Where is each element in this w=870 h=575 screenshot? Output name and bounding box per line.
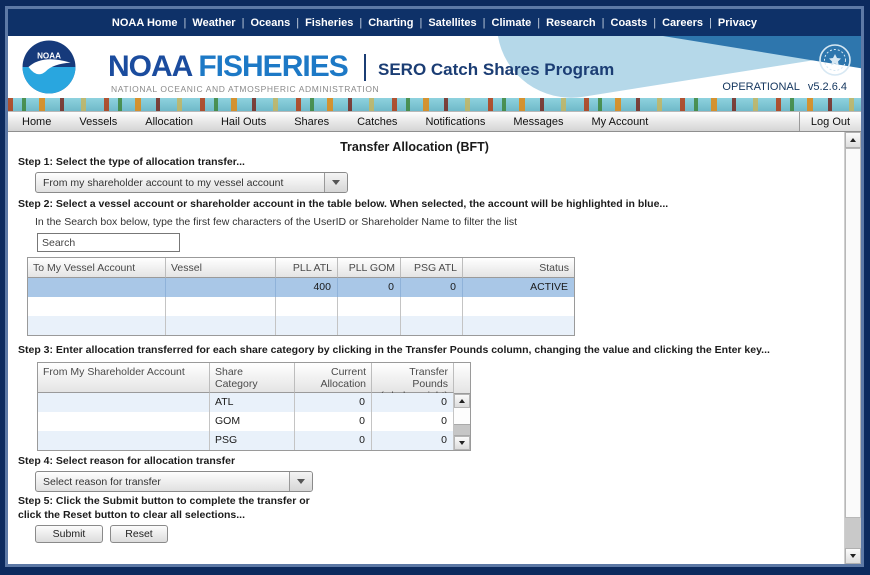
submit-button[interactable]: Submit	[35, 525, 103, 543]
nav-separator: |	[601, 16, 605, 29]
search-input[interactable]	[37, 233, 180, 252]
step2-hint: In the Search box below, type the first …	[35, 216, 518, 228]
scroll-up-icon[interactable]	[845, 132, 861, 148]
nav-separator: |	[482, 16, 486, 29]
transfer-reason-dropdown[interactable]: Select reason for transfer	[35, 471, 313, 492]
nav-coasts[interactable]: Coasts	[610, 16, 648, 29]
chevron-down-icon[interactable]	[324, 173, 347, 192]
nav-fisheries[interactable]: Fisheries	[305, 16, 354, 29]
transfer-type-value: From my shareholder account to my vessel…	[43, 177, 284, 189]
table-row[interactable]	[28, 297, 574, 316]
nav-satellites[interactable]: Satellites	[428, 16, 477, 29]
menu-my-account[interactable]: My Account	[591, 115, 649, 128]
logout-button[interactable]: Log Out	[799, 112, 861, 131]
step3-label: Step 3: Enter allocation transferred for…	[18, 344, 770, 356]
program-title: SERO Catch Shares Program	[378, 60, 615, 79]
allocation-table-scrollbar	[454, 363, 470, 450]
nav-oceans[interactable]: Oceans	[250, 16, 291, 29]
allocation-table-main: From My Shareholder Account Share Catego…	[38, 363, 454, 450]
step4-label: Step 4: Select reason for allocation tra…	[18, 455, 236, 467]
main-content: Transfer Allocation (BFT) Step 1: Select…	[8, 132, 861, 564]
environment-label: OPERATIONAL	[722, 81, 800, 93]
menu-allocation[interactable]: Allocation	[145, 115, 193, 128]
allocation-row-atl: ATL 0 0	[38, 393, 454, 412]
commerce-seal-icon	[818, 43, 852, 82]
nav-climate[interactable]: Climate	[491, 16, 532, 29]
account-table: To My Vessel Account Vessel PLL ATL PLL …	[27, 257, 575, 336]
scroll-down-icon[interactable]	[454, 436, 470, 450]
noaa-logo: NOAA	[22, 40, 76, 98]
nav-separator: |	[241, 16, 245, 29]
svg-text:NOAA: NOAA	[37, 51, 61, 60]
allocation-table-header: From My Shareholder Account Share Catego…	[38, 363, 454, 402]
transfer-type-dropdown[interactable]: From my shareholder account to my vessel…	[35, 172, 348, 193]
menu-messages[interactable]: Messages	[513, 115, 564, 128]
nav-separator: |	[709, 16, 712, 29]
account-table-header: To My Vessel Account Vessel PLL ATL PLL …	[28, 258, 574, 278]
page-title: Transfer Allocation (BFT)	[340, 140, 489, 154]
col-from-my-shareholder-account: From My Shareholder Account	[38, 363, 210, 393]
menu-home[interactable]: Home	[22, 115, 52, 128]
government-nav: NOAA Home | Weather | Oceans | Fisheries | C…	[8, 9, 861, 36]
nav-weather[interactable]: Weather	[192, 16, 236, 29]
brand-tagline: NATIONAL OCEANIC AND ATMOSPHERIC ADMINIS…	[111, 84, 380, 94]
col-pll-atl: PLL ATL	[276, 258, 338, 278]
col-psg-atl: PSG ATL	[401, 258, 463, 278]
transfer-reason-value: Select reason for transfer	[43, 476, 161, 488]
scroll-track[interactable]	[454, 408, 470, 424]
nav-privacy[interactable]: Privacy	[717, 16, 758, 29]
brand-name: NOAA FISHERIES	[108, 50, 349, 83]
step5-label-line1: Step 5: Click the Submit button to compl…	[18, 495, 310, 507]
nav-noaa-home[interactable]: NOAA Home	[111, 16, 178, 29]
nav-research[interactable]: Research	[546, 16, 596, 29]
nav-separator: |	[183, 16, 187, 29]
scroll-track[interactable]	[845, 518, 861, 548]
chevron-down-icon[interactable]	[289, 472, 312, 491]
menu-shares[interactable]: Shares	[294, 115, 330, 128]
reset-button[interactable]: Reset	[110, 525, 168, 543]
table-row[interactable]	[28, 316, 574, 335]
nav-separator: |	[537, 16, 541, 29]
col-status: Status	[463, 258, 574, 278]
step2-label: Step 2: Select a vessel account or share…	[18, 198, 669, 210]
scroll-down-icon[interactable]	[845, 548, 861, 564]
nav-charting[interactable]: Charting	[368, 16, 414, 29]
nav-careers[interactable]: Careers	[662, 16, 704, 29]
transfer-pounds-cell[interactable]: 0	[372, 431, 454, 450]
step1-label: Step 1: Select the type of allocation tr…	[18, 156, 245, 168]
transfer-pounds-cell[interactable]: 0	[372, 393, 454, 412]
menu-catches[interactable]: Catches	[357, 115, 398, 128]
col-pll-gom: PLL GOM	[338, 258, 401, 278]
col-share-category: Share Category	[210, 363, 295, 393]
app-menubar: Home Vessels Allocation Hail Outs Shares…	[8, 111, 861, 132]
scroll-thumb[interactable]	[454, 424, 470, 436]
page-frame: NOAA Home | Weather | Oceans | Fisheries | C…	[5, 6, 864, 567]
col-to-my-vessel-account: To My Vessel Account	[28, 258, 166, 278]
environment-version: OPERATIONAL v5.2.6.4	[722, 81, 847, 93]
menu-vessels[interactable]: Vessels	[79, 115, 118, 128]
menu-hail-outs[interactable]: Hail Outs	[220, 115, 267, 128]
nav-separator: |	[419, 16, 423, 29]
menu-notifications[interactable]: Notifications	[425, 115, 486, 128]
scroll-up-icon[interactable]	[454, 394, 470, 408]
allocation-table: From My Shareholder Account Share Catego…	[37, 362, 471, 451]
nav-separator: |	[296, 16, 300, 29]
version-label: v5.2.6.4	[807, 81, 847, 93]
branding-header: NOAA NOAA FISHERIES NATIONAL OCEANIC AND …	[8, 36, 861, 98]
page-scrollbar	[844, 132, 861, 564]
nav-separator: |	[359, 16, 363, 29]
scroll-thumb[interactable]	[845, 148, 861, 518]
reef-decoration-strip	[8, 98, 861, 111]
allocation-row-psg: PSG 0 0	[38, 431, 454, 450]
header-divider	[364, 54, 366, 81]
allocation-row-gom: GOM 0 0	[38, 412, 454, 431]
col-current-allocation: Current Allocation	[295, 363, 372, 393]
table-row-selected[interactable]: 400 0 0 ACTIVE	[28, 278, 574, 297]
nav-separator: |	[653, 16, 657, 29]
transfer-pounds-cell[interactable]: 0	[372, 412, 454, 431]
col-transfer-pounds: Transfer Pounds (whole weight)	[372, 363, 454, 402]
step5-label-line2: click the Reset button to clear all sele…	[18, 509, 245, 521]
col-vessel: Vessel	[166, 258, 276, 278]
